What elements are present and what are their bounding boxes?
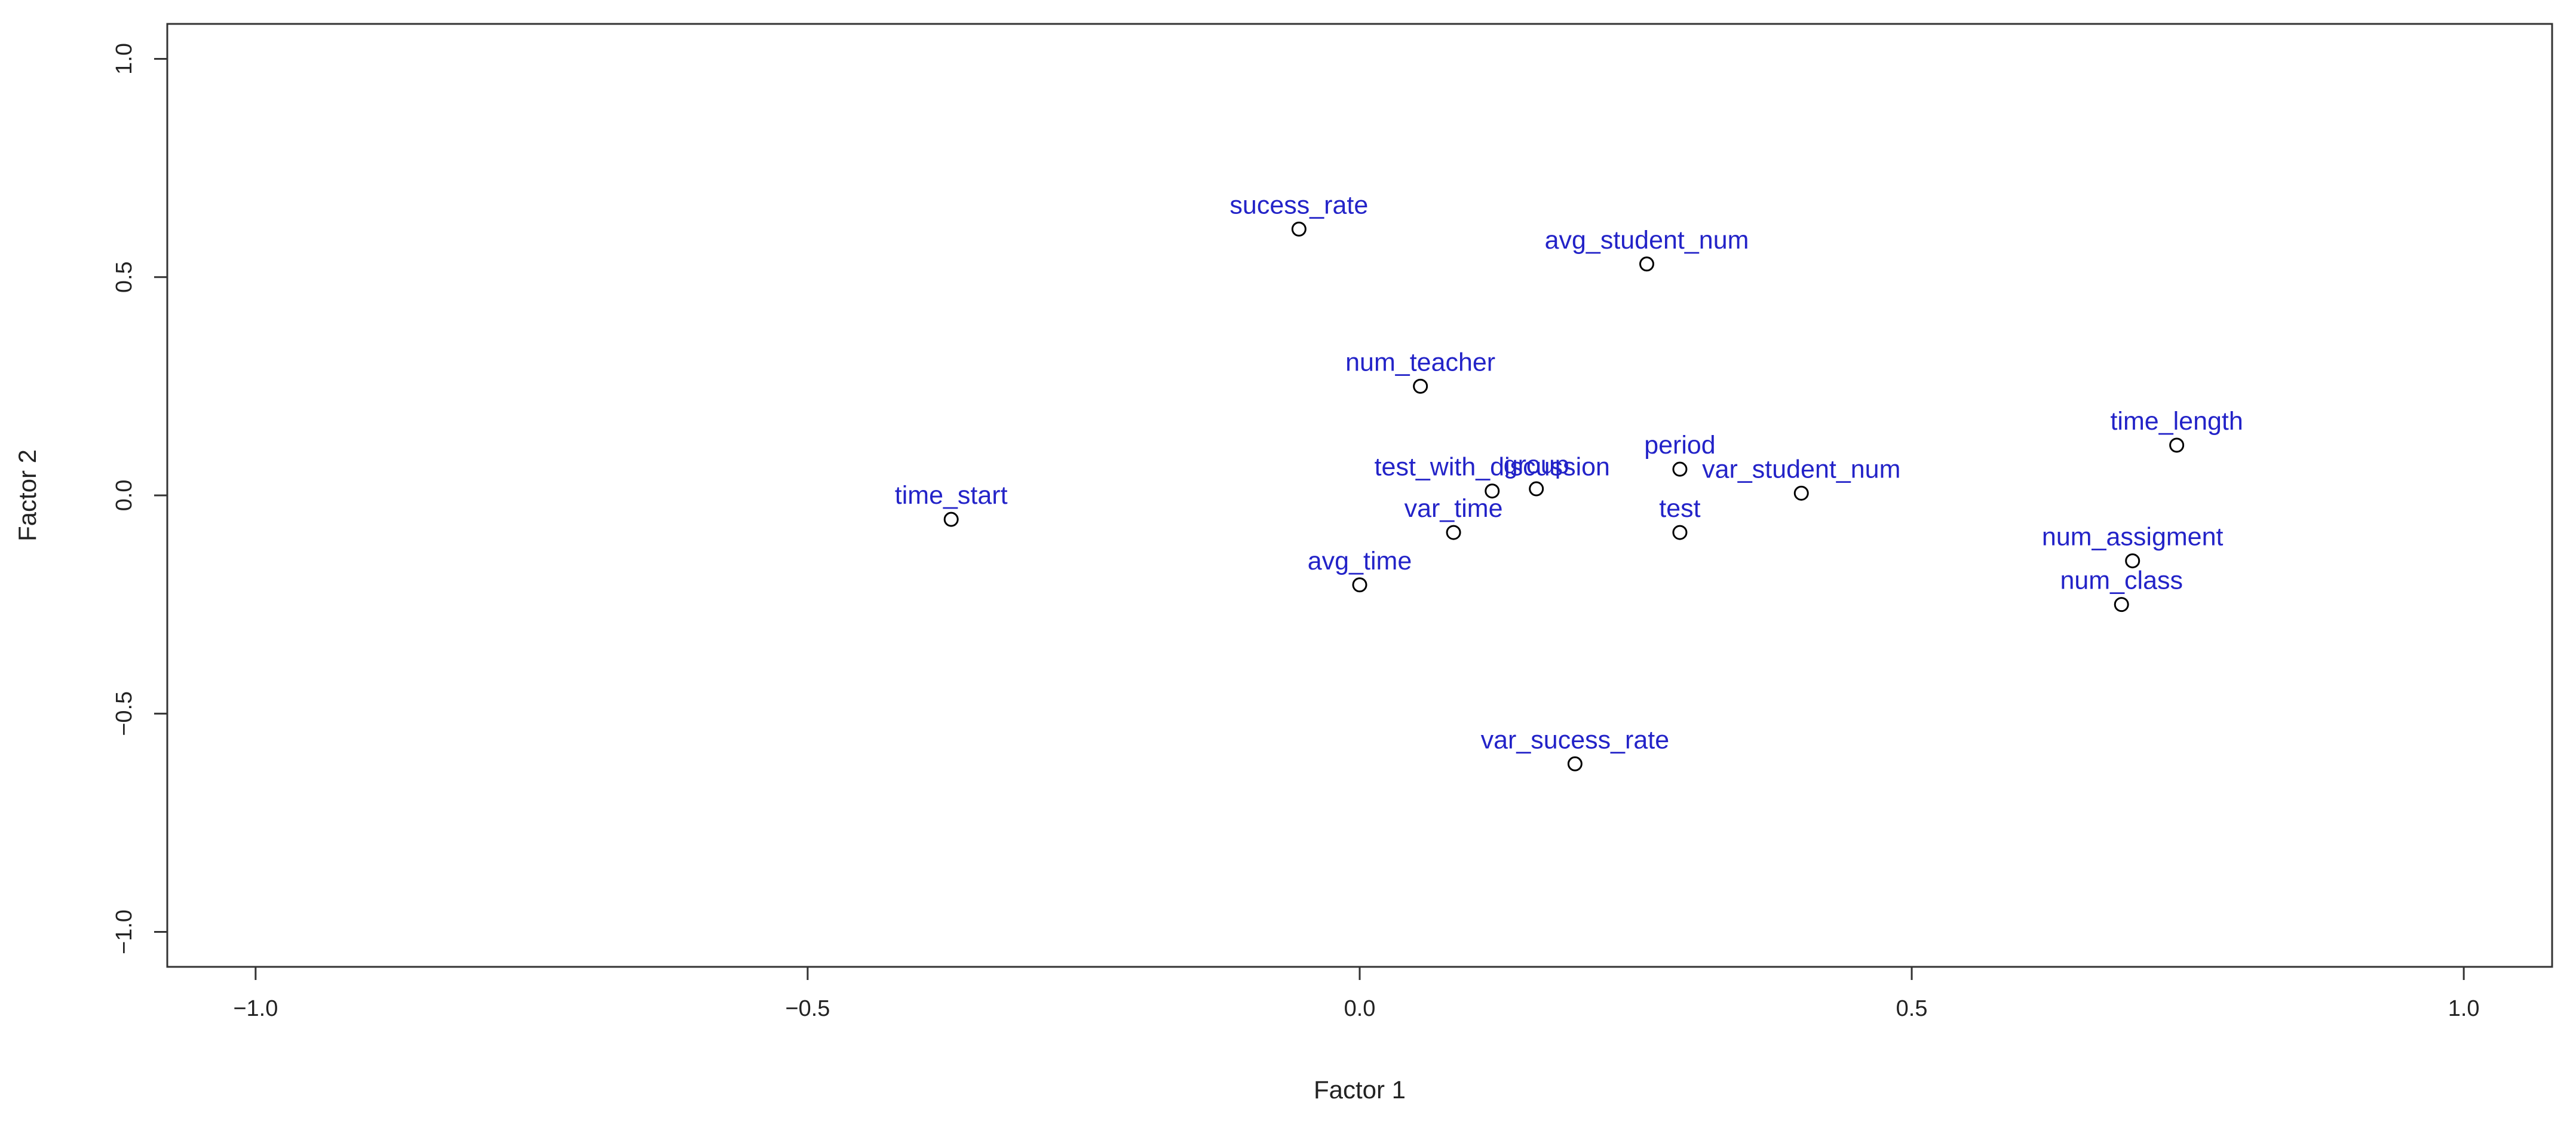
point-label: var_time [1404, 494, 1503, 523]
point-marker [1446, 525, 1461, 540]
point-marker [943, 512, 959, 527]
point-label: time_length [2110, 407, 2243, 436]
x-axis-title: Factor 1 [1314, 1076, 1406, 1104]
point-label: period [1644, 431, 1716, 460]
point-label: time_start [895, 481, 1008, 510]
x-tick-label: −0.5 [785, 996, 830, 1021]
x-tick-label: −1.0 [233, 996, 278, 1021]
point-marker [1413, 378, 1428, 394]
point-label: avg_time [1308, 547, 1412, 575]
y-tick-label: −1.0 [112, 909, 137, 954]
point-label: var_student_num [1702, 455, 1900, 483]
plot-frame [166, 23, 2553, 968]
y-axis-title: Factor 2 [13, 449, 41, 541]
point-label: avg_student_num [1545, 226, 1749, 255]
point-marker [1352, 577, 1367, 593]
x-tick-label: 1.0 [2448, 996, 2480, 1021]
point-label: test_with_discussion [1375, 453, 1610, 482]
point-marker [2114, 597, 2129, 612]
point-marker [1672, 525, 1688, 540]
point-marker [1485, 483, 1500, 499]
y-tick-label: 0.0 [112, 480, 137, 512]
point-label: var_sucess_rate [1481, 725, 1670, 754]
point-label: num_assigment [2042, 523, 2224, 552]
y-tick-label: −0.5 [112, 691, 137, 736]
point-marker [1672, 461, 1688, 477]
y-tick-label: 1.0 [112, 43, 137, 75]
x-tick-label: 0.0 [1344, 996, 1376, 1021]
y-axis: −1.0 −0.5 0.0 0.5 1.0 [112, 43, 167, 954]
x-axis: −1.0 −0.5 0.0 0.5 1.0 [233, 967, 2480, 1021]
point-label: group [1504, 451, 1569, 479]
x-tick-label: 0.5 [1896, 996, 1928, 1021]
point-label: num_teacher [1345, 348, 1495, 376]
point-label: num_class [2060, 566, 2183, 595]
point-marker [2125, 553, 2140, 569]
point-marker [1567, 756, 1583, 771]
points-layer: sucess_rate avg_student_num num_teachertim… [895, 191, 2243, 771]
y-tick-label: 0.5 [112, 261, 137, 293]
point-label: sucess_rate [1229, 191, 1368, 219]
point-marker [1639, 256, 1655, 272]
point-marker [1291, 221, 1307, 237]
point-marker [1529, 481, 1544, 497]
point-label: test [1659, 494, 1700, 523]
point-marker [1793, 485, 1809, 501]
point-marker [2169, 437, 2185, 453]
